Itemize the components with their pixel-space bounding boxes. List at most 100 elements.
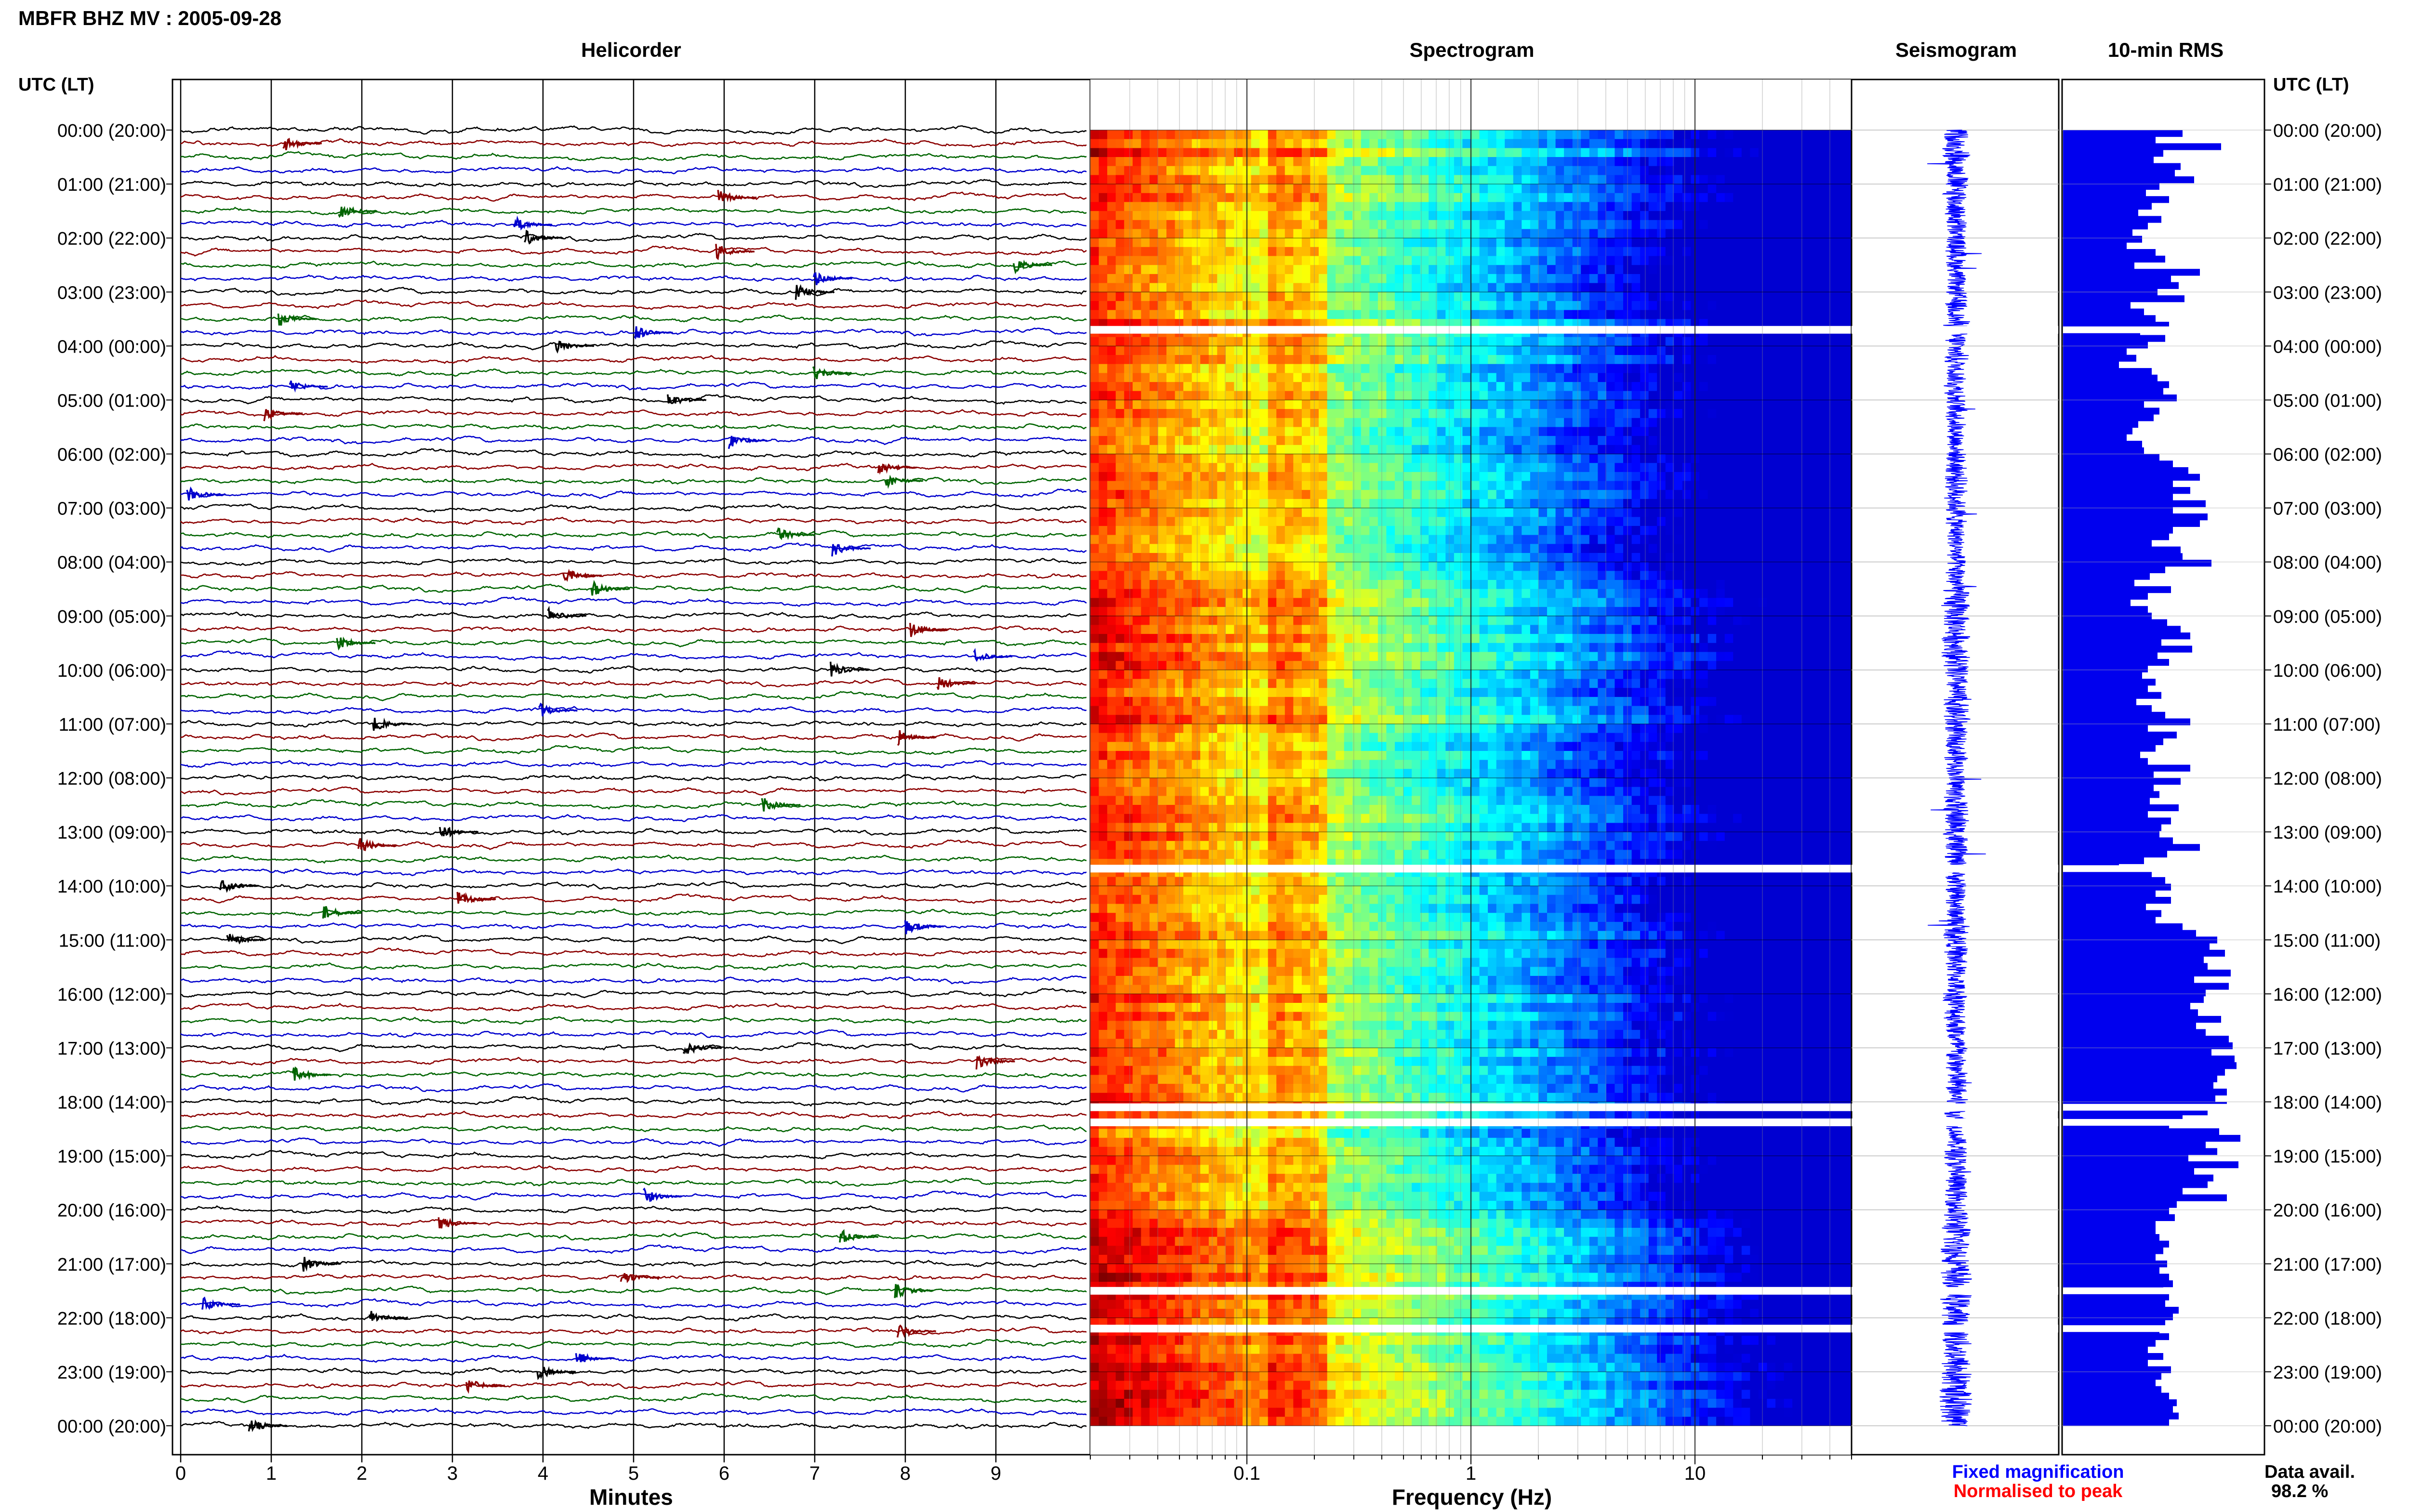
spectrogram-cell [1327, 571, 1336, 580]
spectrogram-cell [1800, 301, 1810, 311]
spectrogram-cell [1800, 391, 1810, 400]
spectrogram-cell [1767, 364, 1776, 373]
spectrogram-cell [1166, 346, 1176, 355]
spectrogram-cell [1132, 238, 1141, 248]
spectrogram-cell [1657, 490, 1666, 500]
spectrogram-cell [1784, 499, 1793, 509]
spectrogram-cell [1191, 553, 1201, 563]
spectrogram-cell [1699, 247, 1708, 257]
spectrogram-cell [1377, 409, 1387, 419]
spectrogram-cell [1132, 166, 1141, 175]
spectrogram-cell [1665, 400, 1674, 409]
spectrogram-cell [1792, 310, 1801, 319]
spectrogram-cell [1395, 544, 1404, 553]
spectrogram-cell [1530, 553, 1539, 563]
spectrogram-cell [1716, 202, 1725, 211]
spectrogram-cell [1784, 229, 1793, 238]
spectrogram-cell [1217, 598, 1226, 607]
spectrogram-cell [1344, 175, 1353, 184]
spectrogram-cell [1183, 445, 1192, 455]
spectrogram-cell [1555, 157, 1564, 167]
helicorder-event [904, 920, 944, 934]
spectrogram-cell [1412, 589, 1421, 598]
helicorder-event [277, 313, 318, 326]
spectrogram-cell [1792, 283, 1801, 292]
spectrogram-cell [1496, 220, 1505, 230]
spectrogram-cell [1657, 481, 1666, 490]
spectrogram-cell [1817, 382, 1827, 392]
spectrogram-cell [1505, 418, 1514, 428]
spectrogram-cell [1513, 499, 1522, 509]
spectrogram-cell [1327, 184, 1336, 194]
spectrogram-cell [1809, 472, 1818, 482]
spectrogram-cell [1758, 355, 1768, 365]
spectrogram-cell [1522, 517, 1531, 526]
spectrogram-cell [1377, 220, 1387, 230]
spectrogram-cell [1733, 427, 1742, 436]
spectrogram-cell [1412, 571, 1421, 580]
spectrogram-cell [1513, 418, 1522, 428]
spectrogram-cell [1572, 445, 1581, 455]
spectrogram-cell [1251, 544, 1260, 553]
helicorder-tick-label: 2 [357, 1463, 367, 1484]
spectrogram-cell [1412, 166, 1421, 175]
spectrogram-cell [1158, 130, 1167, 140]
spectrogram-cell [1158, 499, 1167, 509]
spectrogram-cell [1445, 139, 1455, 148]
spectrogram-cell [1606, 490, 1615, 500]
spectrogram-cell [1834, 445, 1844, 455]
spectrogram-cell [1200, 148, 1209, 158]
spectrogram-cell [1420, 445, 1429, 455]
spectrogram-cell [1479, 265, 1488, 275]
helicorder-event [634, 326, 673, 340]
spectrogram-cell [1598, 274, 1607, 284]
spectrogram-cell [1166, 202, 1176, 211]
spectrogram-cell [1217, 247, 1226, 257]
spectrogram-cell [1395, 418, 1404, 428]
spectrogram-cell [1327, 580, 1336, 590]
spectrogram-cell [1293, 490, 1302, 500]
helicorder-event [590, 579, 630, 596]
spectrogram-cell [1107, 526, 1116, 536]
spectrogram-cell [1149, 535, 1159, 544]
spectrogram-cell [1200, 562, 1209, 571]
spectrogram-cell [1809, 265, 1818, 275]
spectrogram-cell [1834, 256, 1844, 265]
spectrogram-cell [1268, 436, 1277, 446]
spectrogram-cell [1361, 229, 1370, 238]
spectrogram-cell [1682, 490, 1692, 500]
spectrogram-cell [1462, 391, 1471, 400]
spectrogram-cell [1141, 355, 1150, 365]
spectrogram-cell [1615, 382, 1624, 392]
spectrogram-cell [1800, 472, 1810, 482]
spectrogram-cell [1124, 184, 1133, 194]
spectrogram-cell [1707, 571, 1717, 580]
spectrogram-cell [1522, 472, 1531, 482]
spectrogram-cell [1716, 184, 1725, 194]
spectrogram-cell [1259, 400, 1269, 409]
spectrogram-cell [1784, 184, 1793, 194]
spectrogram-cell [1707, 346, 1717, 355]
spectrogram-cell [1530, 535, 1539, 544]
spectrogram-cell [1538, 139, 1548, 148]
spectrogram-cell [1132, 580, 1141, 590]
spectrogram-cell [1445, 571, 1455, 580]
spectrogram-cell [1775, 382, 1785, 392]
spectrogram-cell [1657, 418, 1666, 428]
spectrogram-cell [1319, 310, 1328, 319]
helicorder-tick-label: 8 [900, 1463, 911, 1484]
spectrogram-cell [1792, 301, 1801, 311]
spectrogram-cell [1631, 571, 1641, 580]
spectrogram-cell [1369, 220, 1378, 230]
spectrogram-cell [1234, 463, 1243, 473]
spectrogram-cell [1598, 382, 1607, 392]
spectrogram-cell [1606, 346, 1615, 355]
spectrogram-cell [1234, 283, 1243, 292]
spectrogram-cell [1724, 220, 1734, 230]
spectrogram-cell [1191, 427, 1201, 436]
spectrogram-cell [1158, 409, 1167, 419]
spectrogram-cell [1149, 571, 1159, 580]
spectrogram-cell [1276, 202, 1285, 211]
spectrogram-cell [1682, 283, 1692, 292]
spectrogram-cell [1471, 175, 1480, 184]
